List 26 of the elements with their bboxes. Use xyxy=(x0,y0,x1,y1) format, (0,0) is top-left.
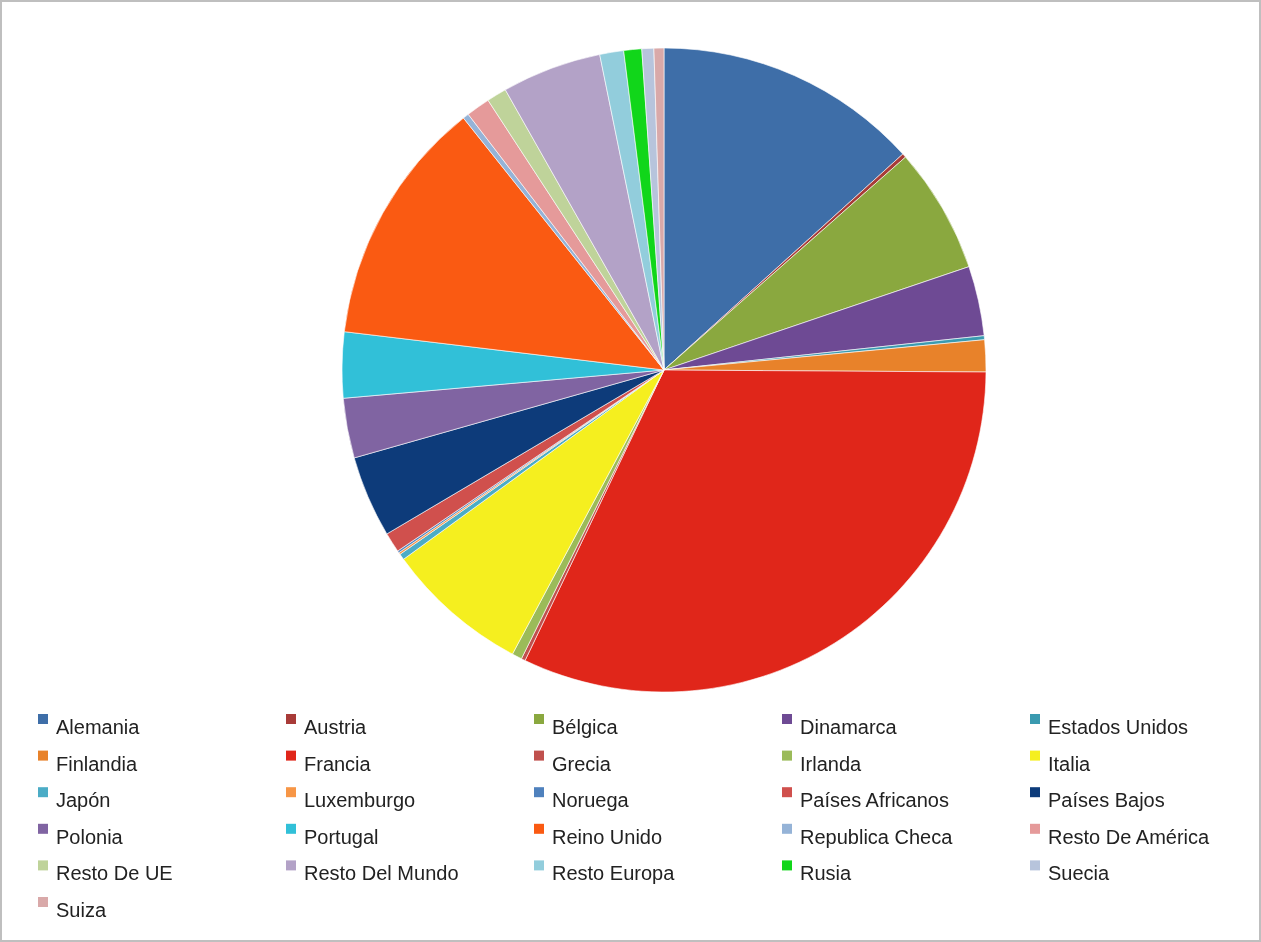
legend-label: Irlanda xyxy=(800,752,863,775)
legend-label: Países Bajos xyxy=(1048,789,1165,812)
legend-label: Austria xyxy=(304,716,368,738)
legend-label: Alemania xyxy=(56,716,141,738)
legend-label: Reino Unido xyxy=(552,825,663,848)
legend-label: Bélgica xyxy=(552,716,619,738)
legend-label: Francia xyxy=(304,752,372,775)
legend-label: Países Africanos xyxy=(800,789,949,812)
legend-label: Grecia xyxy=(552,752,612,775)
legend-label: Suecia xyxy=(1048,862,1111,885)
legend-label: Resto Del Mundo xyxy=(304,862,459,885)
legend-label: Luxemburgo xyxy=(304,789,416,812)
legend-label: Resto De América xyxy=(1048,825,1211,848)
legend-label: Japón xyxy=(56,789,111,812)
legend-label: Dinamarca xyxy=(800,716,898,738)
legend-label: Finlandia xyxy=(56,752,139,775)
legend-label: Resto Europa xyxy=(552,862,676,885)
legend-label: Noruega xyxy=(552,789,630,812)
legend-label: Italia xyxy=(1048,752,1092,775)
legend-label: Rusia xyxy=(800,862,853,885)
legend-label: Polonia xyxy=(56,825,124,848)
legend-label: Suiza xyxy=(56,899,107,921)
legend-label: Resto De UE xyxy=(56,862,173,885)
legend-label: Portugal xyxy=(304,825,379,848)
legend-label: Republica Checa xyxy=(800,825,954,848)
legend-label: Estados Unidos xyxy=(1048,716,1189,738)
